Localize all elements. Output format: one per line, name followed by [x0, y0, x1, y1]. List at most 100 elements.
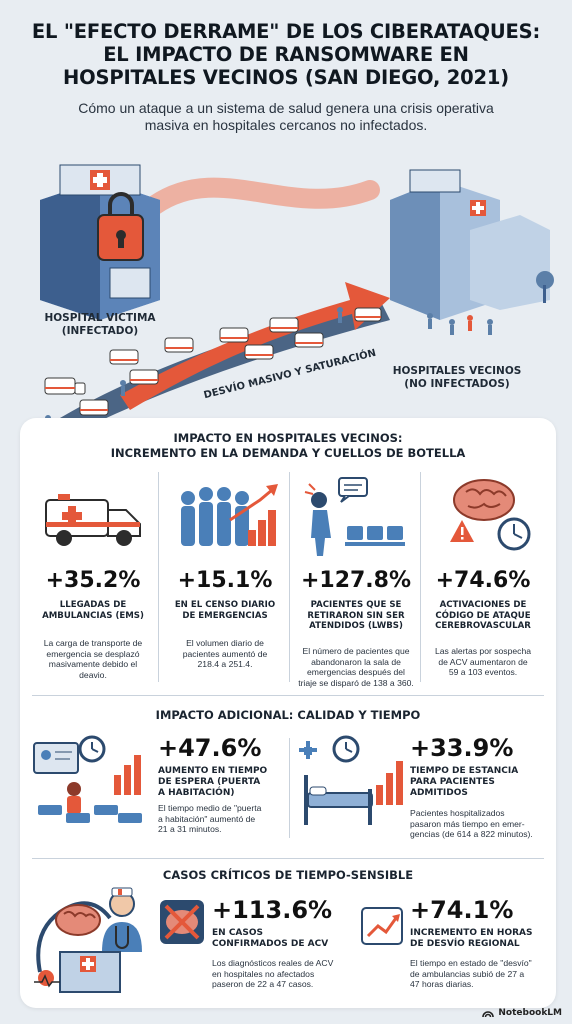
stat-desc-line: masivamente debido el — [48, 659, 138, 669]
column-divider — [289, 738, 290, 838]
stat-desc-line: abandonaron la sala de — [311, 656, 401, 667]
stat-desc-line: El tiempo medio de "puerta — [158, 803, 262, 813]
column-divider — [158, 472, 159, 682]
section3-heading: CASOS CRÍTICOS DE TIEMPO-SENSIBLE — [162, 868, 414, 882]
doctor-brain-icon — [34, 887, 142, 993]
stat-value: +127.8% — [300, 568, 412, 593]
stat-desc-line: Los diagnósticos reales de ACV — [212, 958, 334, 968]
stat-desc-line: 218.4 a 251.4. — [197, 659, 253, 669]
stat-desc-line: emergencias después del — [307, 667, 405, 677]
stat-label-line: DE DESVÍO REGIONAL — [410, 939, 520, 949]
crowd-icon — [427, 313, 493, 335]
subtitle-line: Cómo un ataque a un sistema de salud gen… — [78, 100, 494, 116]
stat-label-line: DE EMERGENCIAS — [182, 610, 268, 621]
ambulance-stripes — [45, 316, 381, 411]
stat-label: ACTIVACIONES DE CÓDIGO DE ATAQUE CEREBRO… — [418, 600, 548, 632]
stat-value: +47.6% — [158, 734, 262, 762]
waiting-room-icon — [33, 735, 142, 823]
stat-description: Pacientes hospitalizados pasaron más tie… — [410, 808, 550, 840]
hospital-bed-icon — [299, 735, 403, 825]
stat-label-line: CONFIRMADOS DE ACV — [212, 939, 329, 949]
stat-label-line: CEREBROVASCULAR — [435, 621, 531, 631]
stat-desc-line: emergencia se desplazó — [46, 648, 140, 659]
victim-hospital-icon — [40, 164, 160, 320]
neighbor-label-line: HOSPITALES VECINOS — [392, 365, 522, 377]
stat-value: +74.1% — [410, 896, 514, 924]
stat-value: +33.9% — [410, 734, 514, 762]
stat-stroke-code: +74.6% ACTIVACIONES DE CÓDIGO DE ATAQUE … — [418, 470, 548, 690]
stat-value: +113.6% — [212, 896, 333, 924]
stat-label-line: ACTIVACIONES DE — [439, 600, 527, 610]
stat-desc-line: a habitación" aumentó de — [158, 813, 256, 824]
trend-up-icon — [361, 907, 403, 945]
stat-lwbs: +127.8% PACIENTES QUE SE RETIRARON SIN S… — [291, 470, 421, 690]
stat-description: El número de pacientes que abandonaron l… — [295, 646, 417, 688]
brain-alert-icon — [450, 479, 531, 551]
stat-label-line: LLEGADAS DE — [59, 600, 127, 610]
column-divider — [289, 472, 290, 682]
blocked-brain-icon — [160, 900, 204, 944]
hero-illustration — [40, 164, 554, 430]
stat-desc-line: 47 horas diarias. — [410, 979, 474, 989]
title-line: HOSPITALES VECINOS (SAN DIEGO, 2021) — [63, 66, 509, 89]
stat-label: EN EL CENSO DIARIO DE EMERGENCIAS — [160, 600, 290, 621]
stat-label-line: EN EL CENSO DIARIO — [174, 600, 276, 610]
section2-heading: IMPACTO ADICIONAL: CALIDAD Y TIEMPO — [155, 708, 421, 722]
stat-desc-line: 59 a 103 eventos. — [448, 667, 518, 677]
stat-description: La carga de transporte de emergencia se … — [32, 638, 154, 680]
neighbor-hospitals-label: HOSPITALES VECINOS (NO INFECTADOS) — [392, 365, 522, 391]
neighbor-label-line: (NO INFECTADOS) — [404, 378, 510, 390]
stat-label: INCREMENTO EN HORAS DE DESVÍO REGIONAL — [410, 928, 550, 950]
section-divider — [32, 695, 544, 696]
people-growth-icon — [181, 484, 278, 546]
stat-label-line: INCREMENTO EN HORAS — [410, 928, 533, 938]
brand-mark: NotebookLM — [482, 1008, 562, 1018]
stat-desc-line: de ambulancias subió de 27 a — [410, 968, 525, 979]
stat-desc-line: de ACV aumentaron de — [438, 656, 528, 667]
stat-label-line: EN CASOS — [212, 928, 263, 938]
stat-label-line: TIEMPO DE ESTANCIA — [410, 766, 519, 776]
section1-heading: IMPACTO EN HOSPITALES VECINOS: INCREMENT… — [40, 431, 536, 461]
stat-desc-line: El número de pacientes que — [302, 646, 410, 656]
title-line: EL "EFECTO DERRAME" DE LOS CIBERATAQUES: — [31, 20, 541, 43]
stat-label: EN CASOS CONFIRMADOS DE ACV — [212, 928, 352, 950]
stat-label: TIEMPO DE ESTANCIA PARA PACIENTES ADMITI… — [410, 766, 550, 799]
stat-description: Los diagnósticos reales de ACV en hospit… — [212, 958, 352, 990]
stat-desc-line: deavio. — [79, 669, 107, 680]
stat-desc-line: pasaron más tiempo en emer- — [410, 818, 525, 829]
brand-name: NotebookLM — [498, 1008, 562, 1018]
stat-label: PACIENTES QUE SE RETIRARON SIN SER ATEND… — [291, 600, 421, 632]
victim-hospital-label: HOSPITAL VICTIMA (INFECTADO) — [40, 312, 160, 338]
section1-heading-line: IMPACTO EN HOSPITALES VECINOS: — [173, 431, 403, 445]
stat-label-line: ADMITIDOS — [410, 788, 468, 798]
stat-label-line: RETIRARON SIN SER — [307, 610, 405, 621]
stat-desc-line: El volumen diario de — [186, 638, 264, 648]
title-line: EL IMPACTO DE RANSOMWARE EN — [103, 43, 469, 66]
stat-description: El volumen diario de pacientes aumentó d… — [164, 638, 286, 670]
section-divider — [32, 858, 544, 859]
stat-desc-line: El tiempo en estado de "desvío" — [410, 958, 532, 968]
stat-desc-line: Pacientes hospitalizados — [410, 808, 505, 818]
stat-label-line: ATENDIDOS (LWBS) — [309, 621, 403, 631]
stat-description: El tiempo en estado de "desvío" de ambul… — [410, 958, 555, 990]
stat-desc-line: gencias (de 614 a 822 minutos). — [410, 829, 533, 839]
stat-label-line: PACIENTES QUE SE — [310, 600, 402, 610]
leaving-patient-icon — [304, 477, 405, 556]
stat-label-line: PARA PACIENTES — [410, 777, 495, 787]
stat-desc-line: paseron de 22 a 47 casos. — [212, 979, 314, 989]
stat-desc-line: triaje se disparó de 138 a 360. — [298, 677, 414, 688]
stat-label: AUMENTO EN TIEMPO DE ESPERA (PUERTA A HA… — [158, 766, 288, 799]
stat-value: +35.2% — [45, 568, 141, 593]
stat-label: LLEGADAS DE AMBULANCIAS (EMS) — [28, 600, 158, 621]
stat-label-line: AMBULANCIAS (EMS) — [42, 610, 144, 621]
stat-description: El tiempo medio de "puerta a habitación"… — [158, 803, 288, 835]
stat-ambulance-arrivals: +35.2% LLEGADAS DE AMBULANCIAS (EMS) La … — [28, 470, 158, 690]
stat-description: Las alertas por sospecha de ACV aumentar… — [422, 646, 544, 678]
victim-label-line: (INFECTADO) — [61, 325, 139, 337]
stat-label-line: DE ESPERA (PUERTA — [158, 777, 261, 787]
stat-desc-line: Las alertas por sospecha — [434, 646, 532, 656]
stat-label-line: CÓDIGO DE ATAQUE — [435, 610, 531, 621]
contagion-wave — [145, 177, 380, 215]
neighbor-hospital-icon — [390, 169, 554, 320]
stat-desc-line: pacientes aumentó de — [182, 648, 268, 659]
